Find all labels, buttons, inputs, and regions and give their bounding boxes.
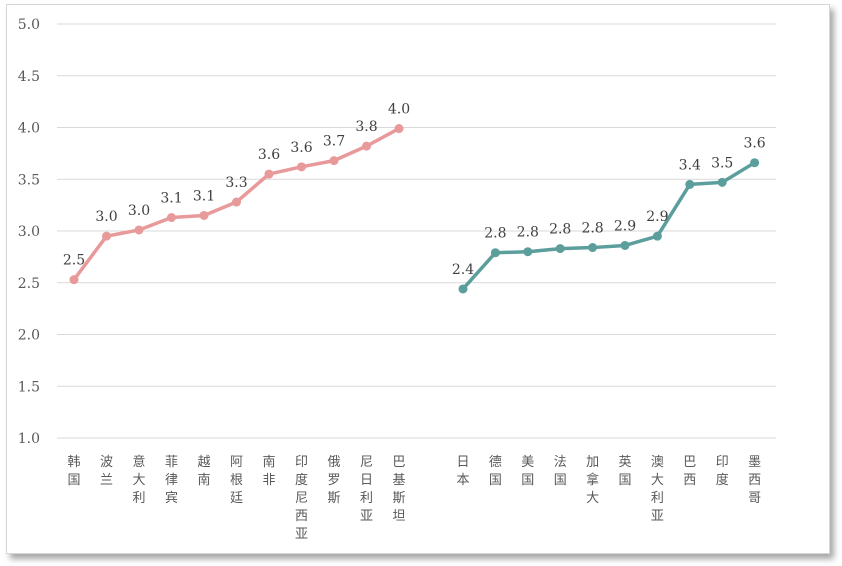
- data-point: [199, 210, 209, 220]
- data-label: 3.3: [225, 175, 247, 191]
- data-label: 3.0: [95, 209, 117, 225]
- data-point: [69, 275, 79, 285]
- data-point: [167, 213, 176, 223]
- data-label: 2.9: [614, 218, 636, 234]
- category-label: 墨西哥: [748, 455, 761, 506]
- category-label: 菲律宾: [165, 455, 178, 506]
- data-label: 2.4: [452, 262, 474, 278]
- y-tick-label: 4.5: [18, 69, 40, 85]
- data-label: 2.9: [646, 209, 668, 225]
- data-point: [555, 244, 565, 254]
- category-label: 美国: [521, 455, 534, 488]
- category-label: 俄罗斯: [327, 455, 340, 506]
- chart-frame: [6, 4, 830, 554]
- data-label: 3.6: [290, 140, 312, 156]
- data-point: [329, 156, 339, 166]
- category-label: 德国: [489, 455, 502, 488]
- data-point: [588, 243, 598, 253]
- data-label: 3.5: [711, 155, 733, 171]
- series-2-line: [461, 160, 757, 291]
- category-label: 阿根廷: [230, 455, 243, 506]
- data-label: 3.6: [258, 147, 280, 163]
- category-label: 尼日利亚: [360, 455, 373, 524]
- y-tick-label: 3.0: [18, 224, 40, 240]
- data-label: 3.8: [355, 119, 377, 135]
- data-point: [362, 141, 371, 151]
- data-point: [620, 240, 630, 250]
- data-point: [394, 124, 404, 134]
- data-label: 3.1: [160, 191, 182, 207]
- data-point: [134, 225, 144, 235]
- data-label: 2.8: [549, 222, 571, 238]
- data-point: [458, 284, 468, 294]
- data-point: [685, 179, 695, 189]
- data-label: 3.0: [128, 203, 150, 219]
- data-label: 3.7: [323, 134, 345, 150]
- category-label: 南非: [262, 454, 275, 488]
- category-label: 波兰: [100, 455, 113, 488]
- data-point: [750, 158, 760, 168]
- data-point: [232, 197, 241, 207]
- y-tick-label: 5.0: [18, 17, 40, 33]
- data-label: 2.8: [581, 221, 603, 237]
- y-tick-label: 1.5: [18, 379, 40, 395]
- category-label: 法国: [554, 455, 567, 488]
- category-label: 澳大利亚: [651, 454, 664, 524]
- category-label: 意大利: [132, 454, 145, 506]
- category-label: 印度: [716, 455, 729, 488]
- category-label: 韩国: [67, 455, 80, 488]
- data-point: [523, 247, 533, 257]
- category-label: 巴西: [683, 455, 696, 488]
- data-label: 4.0: [388, 102, 410, 118]
- y-tick-label: 2.0: [18, 328, 40, 344]
- data-point: [652, 231, 662, 241]
- y-tick-label: 2.5: [18, 276, 40, 292]
- category-label: 印度尼西亚: [295, 455, 308, 542]
- data-label: 2.8: [484, 226, 506, 242]
- y-tick-label: 1.0: [18, 431, 40, 447]
- data-point: [717, 177, 727, 187]
- data-label: 2.5: [63, 253, 85, 269]
- data-point: [297, 162, 306, 172]
- data-point: [264, 169, 274, 179]
- data-label: 3.4: [679, 157, 701, 173]
- data-point: [490, 248, 500, 258]
- data-label: 2.8: [517, 225, 539, 241]
- y-tick-label: 3.5: [18, 172, 40, 188]
- category-label: 日本: [456, 455, 469, 488]
- category-label: 加拿大: [586, 455, 599, 506]
- category-label: 越南: [197, 455, 210, 488]
- data-label: 3.6: [743, 136, 765, 152]
- y-tick-label: 4.0: [18, 121, 40, 137]
- data-point: [102, 231, 111, 241]
- category-label: 英国: [618, 455, 631, 488]
- category-label: 巴基斯坦: [392, 455, 405, 524]
- data-label: 3.1: [193, 188, 215, 204]
